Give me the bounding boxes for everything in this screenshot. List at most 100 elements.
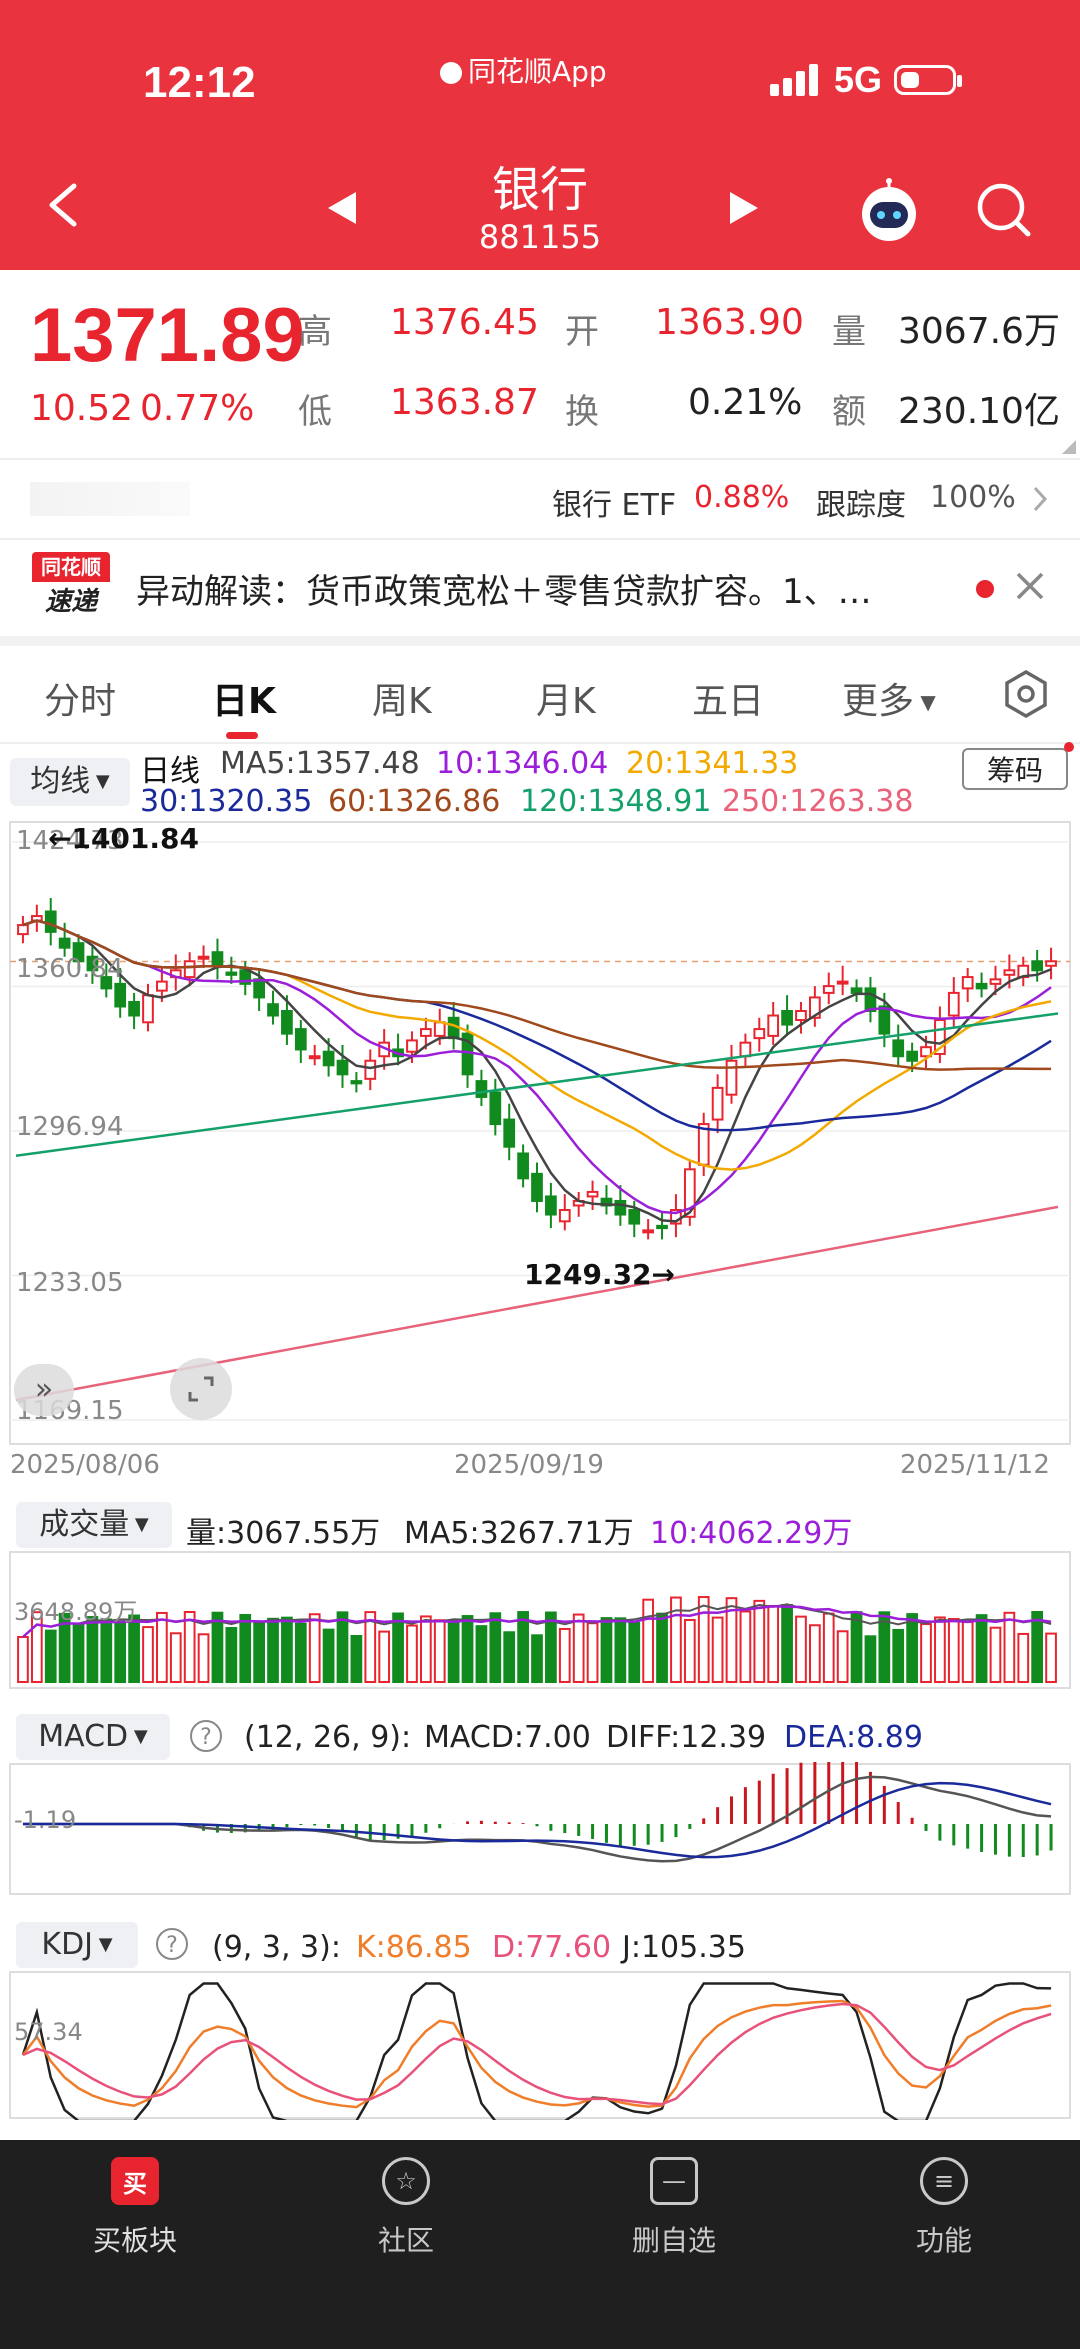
news-row[interactable]: 同花顺 速递 异动解读：货币政策宽松＋零售贷款扩容。1、… <box>0 540 1080 636</box>
tab-daily-k[interactable]: 日K <box>212 681 276 722</box>
kline-chart[interactable] <box>0 820 1080 1500</box>
caret-down-icon: ▼ <box>93 1934 113 1955</box>
buy-sector-button[interactable]: 买 买板块 <box>25 2140 245 2280</box>
remove-watchlist-button[interactable]: — 删自选 <box>564 2140 784 2280</box>
tab-monthly-k[interactable]: 月K <box>536 681 596 722</box>
ma5-label: MA5:1357.48 <box>220 746 420 781</box>
volume-bar <box>781 1603 793 1683</box>
assistant-robot-button[interactable] <box>856 178 922 244</box>
volume-bar <box>850 1611 863 1683</box>
ma-indicator-select[interactable]: 均线 ▼ <box>10 758 130 806</box>
volume-bar <box>142 1626 154 1683</box>
robot-icon <box>862 178 916 241</box>
news-badge: 同花顺 速递 <box>32 552 110 622</box>
date-mid: 2025/09/19 <box>454 1450 604 1480</box>
candle-body <box>350 1080 363 1085</box>
volume-bar <box>308 1613 321 1683</box>
candle-body <box>294 1028 307 1051</box>
community-button[interactable]: ☆ 社区 <box>296 2140 516 2280</box>
volume-indicator-label: 成交量 <box>39 1507 130 1542</box>
news-badge-bottom: 速递 <box>44 587 97 617</box>
candle-body <box>545 1195 557 1216</box>
candle-body <box>628 1209 641 1225</box>
news-close-button[interactable] <box>1010 566 1050 606</box>
tab-intraday[interactable]: 分时 <box>44 681 117 722</box>
volume-bar <box>725 1597 738 1684</box>
search-button[interactable] <box>974 180 1034 240</box>
volume-bar <box>44 1629 57 1683</box>
chart-settings-button[interactable] <box>1000 668 1052 720</box>
functions-button[interactable]: ≡ 功能 <box>834 2140 1054 2280</box>
period-tabs: 分时 日K 周K 月K 五日 更多 ▼ <box>0 646 1080 742</box>
candle-body <box>836 980 849 985</box>
triangle-right-icon <box>730 192 758 224</box>
volume-bar <box>197 1633 210 1684</box>
candle-body <box>892 1039 905 1058</box>
etf-name: 银行 ETF <box>552 488 677 523</box>
volume-bar <box>864 1635 877 1683</box>
tab-more[interactable]: 更多 ▼ <box>842 672 936 724</box>
candle-body <box>711 1086 724 1121</box>
volume-bar <box>767 1605 780 1683</box>
volume-bar <box>211 1611 224 1683</box>
volume-bar <box>906 1613 918 1683</box>
tab-weekly-k[interactable]: 周K <box>372 681 432 722</box>
candle-body <box>739 1041 752 1058</box>
fullscreen-button[interactable] <box>170 1358 232 1420</box>
volume-indicator-select[interactable]: 成交量 ▼ <box>16 1502 172 1548</box>
low-label: 低 <box>298 392 332 432</box>
divider <box>0 742 1080 744</box>
volume-chart[interactable] <box>0 1550 1080 1690</box>
caret-down-icon: ▼ <box>90 771 110 792</box>
page-title: 银行 <box>491 162 588 218</box>
volume-bar <box>670 1596 682 1684</box>
candle-body <box>614 1199 627 1216</box>
candle-body <box>322 1050 335 1067</box>
candle-body <box>822 985 835 994</box>
high-label: 高 <box>298 312 332 352</box>
kdj-indicator-select[interactable]: KDJ ▼ <box>16 1922 138 1968</box>
volume-bar <box>364 1611 377 1683</box>
double-chevron-right-icon: » <box>34 1372 54 1407</box>
tab-five-day[interactable]: 五日 <box>692 681 765 722</box>
battery-icon <box>894 65 963 95</box>
turnover-value: 0.21% <box>688 382 803 423</box>
high-marker: ←1401.84 <box>48 822 199 855</box>
fullscreen-icon <box>188 1376 214 1402</box>
next-stock-button[interactable] <box>724 188 764 228</box>
ma60-line <box>22 919 1052 1071</box>
ma20-label: 20:1341.33 <box>626 746 799 781</box>
macd-indicator-select[interactable]: MACD ▼ <box>16 1714 170 1760</box>
volume-frame <box>9 1551 1071 1689</box>
macd-help-button[interactable]: ? <box>190 1720 222 1752</box>
kdj-d-line <box>22 2002 1052 2106</box>
expand-sidebar-button[interactable]: » <box>14 1364 74 1416</box>
candle-body <box>475 1080 488 1098</box>
date-start: 2025/08/06 <box>10 1450 160 1480</box>
volume-bar <box>989 1626 1002 1683</box>
high-marker-value: 1401.84 <box>71 822 199 855</box>
volume-bar <box>281 1616 293 1683</box>
etf-row[interactable]: 银行 ETF 0.88% 跟踪度 100% <box>0 460 1080 538</box>
candle-body <box>753 1028 766 1040</box>
date-end: 2025/11/12 <box>900 1450 1050 1480</box>
kdj-chart[interactable] <box>0 1970 1080 2120</box>
candle-body <box>961 976 974 990</box>
back-button[interactable] <box>40 180 90 230</box>
kdj-d: D:77.60 <box>492 1930 612 1965</box>
y-tick-2: 1360.84 <box>16 954 124 984</box>
volume-bar <box>406 1624 418 1683</box>
volume-bar <box>1003 1611 1016 1684</box>
volume-bar <box>128 1614 140 1683</box>
ma10-label: 10:1346.04 <box>436 746 609 781</box>
kdj-help-button[interactable]: ? <box>156 1928 188 1960</box>
volume-bar <box>656 1612 668 1683</box>
macd-chart[interactable] <box>0 1762 1080 1896</box>
volume-bar <box>600 1617 613 1683</box>
chip-distribution-button[interactable]: 筹码 <box>962 748 1068 790</box>
tab-active-indicator <box>226 732 258 739</box>
prev-stock-button[interactable] <box>322 188 362 228</box>
kdj-j-line <box>21 1982 1052 2120</box>
divider <box>0 538 1080 540</box>
candle-body <box>183 960 196 979</box>
